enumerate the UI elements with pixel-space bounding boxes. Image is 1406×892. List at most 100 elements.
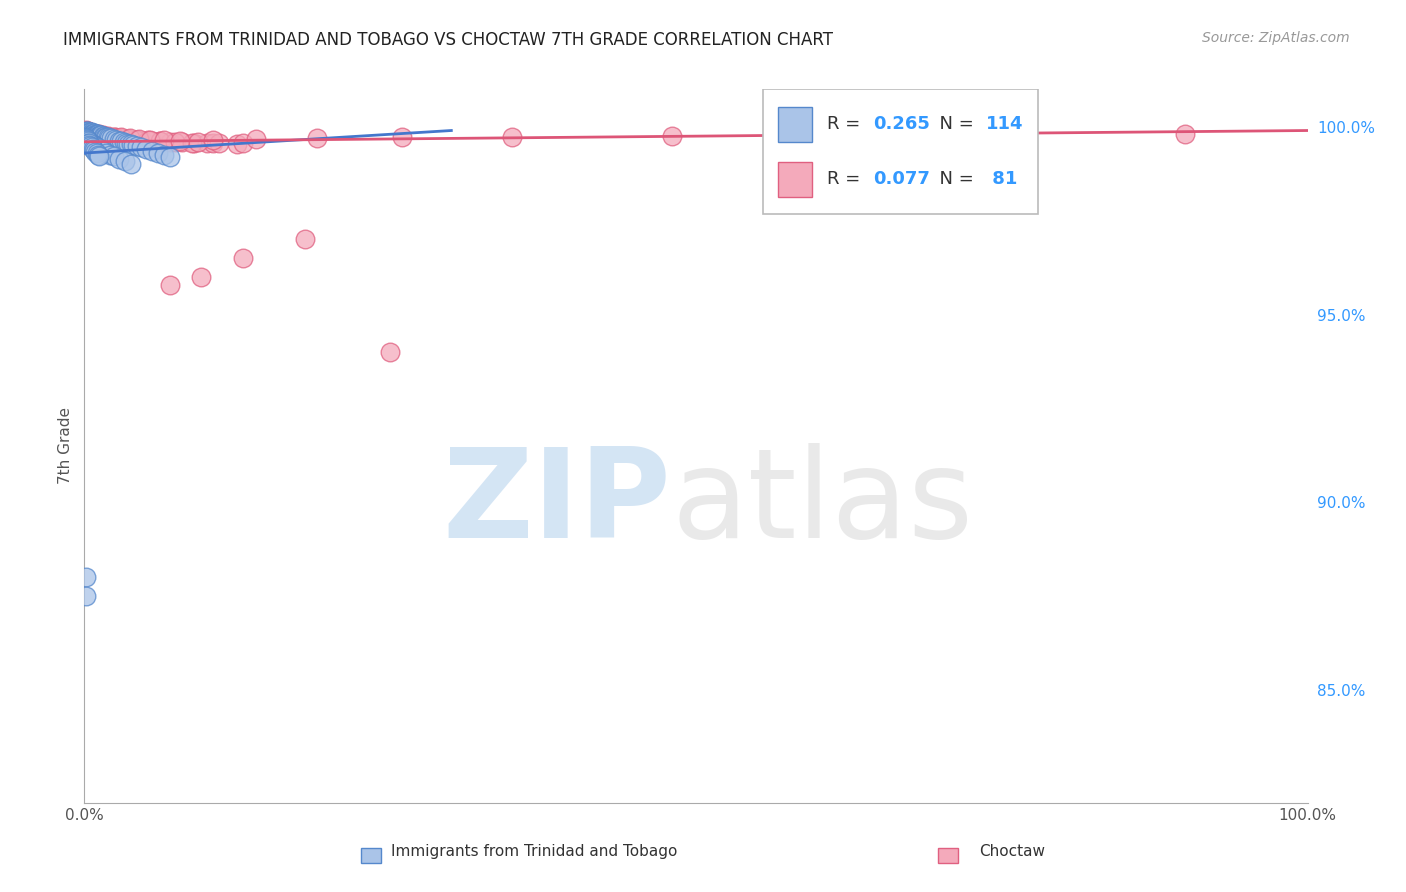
Point [226, 136, 249, 151]
Text: 81: 81 [986, 170, 1018, 188]
Point [103, 149, 125, 163]
Point [110, 132, 132, 146]
Point [79, 127, 101, 141]
Text: IMMIGRANTS FROM TRINIDAD AND TOBAGO VS CHOCTAW 7TH GRADE CORRELATION CHART: IMMIGRANTS FROM TRINIDAD AND TOBAGO VS C… [63, 31, 834, 49]
Point [103, 129, 125, 144]
Point [195, 136, 218, 150]
Point [98, 147, 121, 161]
Point [82, 137, 104, 152]
Point [75, 135, 97, 149]
Point [86, 128, 108, 142]
Point [112, 135, 135, 149]
Point [232, 136, 254, 151]
Point [77, 136, 100, 151]
Text: N =: N = [928, 115, 980, 133]
Text: R =: R = [827, 170, 866, 188]
Point [245, 132, 267, 146]
Point [75, 589, 97, 603]
Point [117, 136, 139, 151]
Point [93, 129, 115, 144]
Point [232, 251, 254, 265]
Point [82, 142, 104, 156]
Point [76, 125, 98, 139]
Point [87, 128, 110, 142]
Point [77, 136, 100, 151]
Point [77, 135, 100, 149]
Point [91, 128, 114, 142]
Point [141, 134, 163, 148]
Point [75, 123, 97, 137]
Point [80, 127, 103, 141]
Point [77, 124, 100, 138]
Point [96, 129, 118, 144]
Point [149, 134, 172, 148]
Point [86, 139, 108, 153]
Point [77, 134, 100, 148]
Point [79, 129, 101, 144]
Point [80, 127, 103, 141]
Point [82, 128, 104, 142]
Point [76, 129, 98, 144]
Point [159, 277, 181, 292]
Point [77, 126, 100, 140]
Bar [778, 107, 813, 142]
Point [75, 129, 97, 144]
Point [76, 132, 98, 146]
Point [115, 136, 138, 150]
Point [77, 126, 100, 140]
Point [120, 133, 142, 147]
Point [87, 129, 110, 144]
Point [83, 129, 105, 144]
Point [169, 134, 191, 148]
Point [125, 139, 148, 153]
Point [94, 129, 117, 144]
Point [77, 136, 100, 150]
Point [77, 128, 100, 143]
Point [75, 125, 97, 139]
Point [294, 232, 316, 246]
Point [75, 123, 97, 137]
Point [187, 135, 209, 149]
Point [96, 130, 118, 145]
Point [93, 144, 115, 158]
Point [97, 130, 120, 145]
Point [86, 128, 108, 143]
Point [101, 131, 124, 145]
Text: Immigrants from Trinidad and Tobago: Immigrants from Trinidad and Tobago [391, 845, 678, 859]
Point [120, 157, 142, 171]
Point [114, 154, 136, 169]
Point [90, 143, 112, 157]
Point [83, 128, 105, 142]
Point [105, 133, 128, 147]
Point [79, 138, 101, 153]
Point [120, 137, 142, 152]
Point [79, 125, 101, 139]
Point [83, 128, 105, 142]
Point [141, 144, 163, 158]
Point [1174, 128, 1197, 142]
Point [77, 125, 100, 139]
Point [76, 125, 98, 139]
Point [87, 141, 110, 155]
Point [87, 129, 110, 144]
Point [136, 133, 159, 147]
Point [80, 140, 103, 154]
Point [79, 137, 101, 152]
Point [181, 136, 204, 150]
Point [84, 139, 107, 153]
Point [305, 131, 328, 145]
Point [82, 128, 104, 142]
Point [172, 135, 194, 149]
Point [125, 133, 148, 147]
Point [76, 131, 98, 145]
Point [89, 128, 111, 142]
Point [79, 136, 101, 150]
Point [89, 129, 111, 144]
Text: R =: R = [827, 115, 866, 133]
Point [201, 136, 224, 151]
Point [89, 128, 111, 142]
Point [97, 128, 120, 143]
Text: 0.265: 0.265 [873, 115, 931, 133]
Point [153, 148, 176, 162]
Point [122, 138, 145, 153]
